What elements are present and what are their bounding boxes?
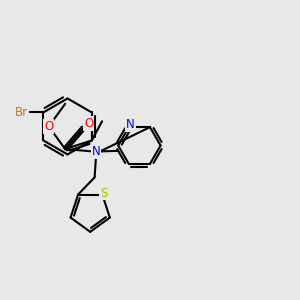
Text: N: N [92,145,100,158]
Text: O: O [84,117,93,130]
Text: O: O [44,120,53,133]
Text: N: N [126,118,135,131]
Text: S: S [100,187,107,200]
Text: Br: Br [15,106,28,119]
